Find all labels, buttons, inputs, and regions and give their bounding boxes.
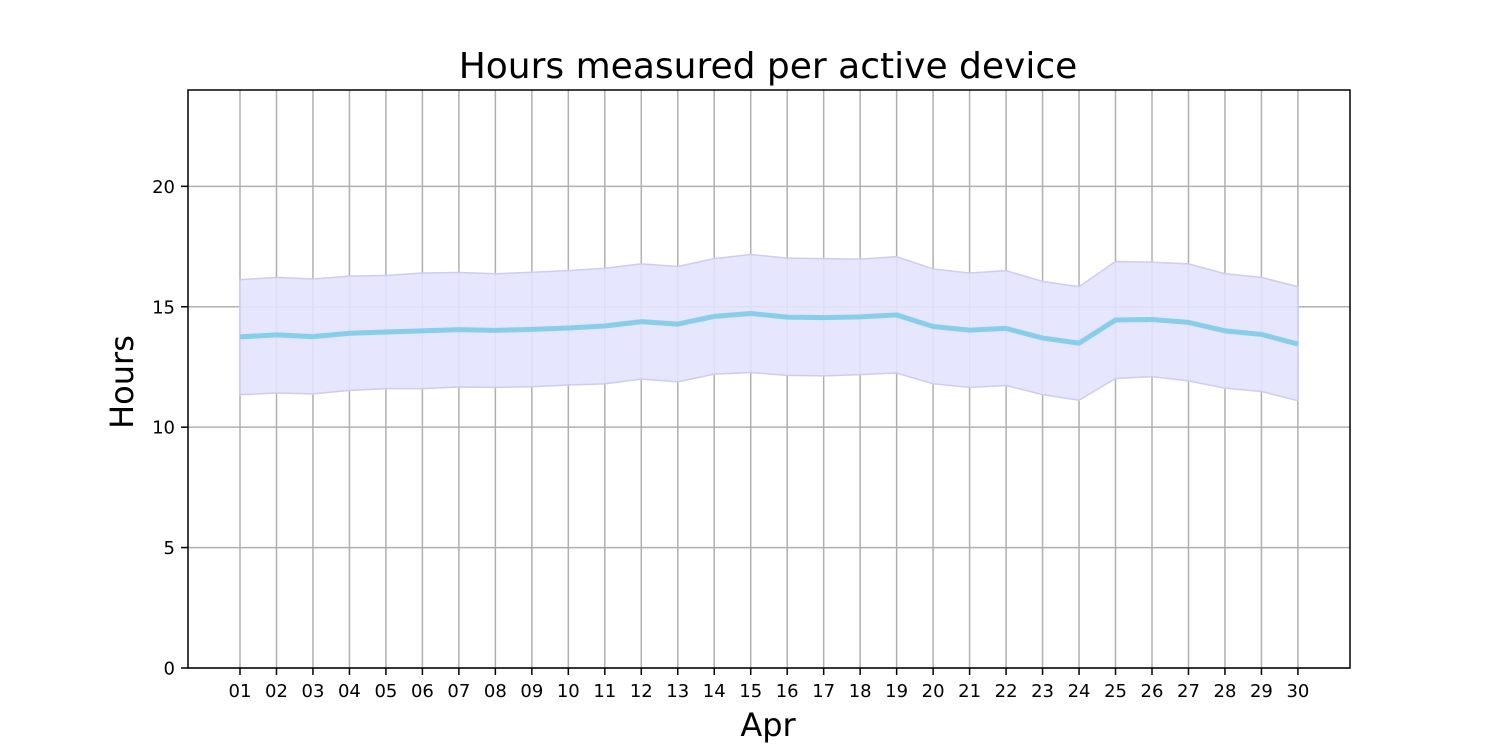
- x-tick-label: 24: [1068, 681, 1091, 702]
- x-tick-label: 15: [739, 681, 762, 702]
- x-tick-label: 28: [1214, 681, 1237, 702]
- x-tick-label: 22: [995, 681, 1018, 702]
- x-tick-label: 20: [922, 681, 945, 702]
- x-tick-label: 17: [812, 681, 835, 702]
- y-tick-label: 5: [164, 538, 175, 559]
- x-tick-label: 07: [447, 681, 470, 702]
- x-tick-label: 06: [411, 681, 434, 702]
- x-axis-label: Apr: [740, 706, 796, 744]
- x-tick-label: 09: [520, 681, 543, 702]
- x-tick-label: 03: [302, 681, 325, 702]
- series-band: [239, 253, 1299, 402]
- chart-title: Hours measured per active device: [459, 46, 1078, 87]
- y-tick-label: 15: [152, 297, 175, 318]
- y-tick-label: 0: [164, 659, 175, 680]
- x-tick-label: 26: [1141, 681, 1164, 702]
- plot-frame: [187, 89, 1351, 669]
- x-tick-label: 01: [229, 681, 252, 702]
- x-tick-label: 18: [849, 681, 872, 702]
- x-axis: 01 02 03 04 05 06 07 08 09 10 11 12 13 14 15 16 17 18 19 20…: [229, 668, 1309, 702]
- x-tick-label: 29: [1250, 681, 1273, 702]
- x-tick-label: 02: [265, 681, 288, 702]
- x-tick-label: 05: [374, 681, 397, 702]
- y-tick-label: 20: [152, 177, 175, 198]
- x-tick-label: 08: [484, 681, 507, 702]
- x-tick-label: 27: [1177, 681, 1200, 702]
- x-tick-label: 23: [1031, 681, 1054, 702]
- x-tick-label: 16: [776, 681, 799, 702]
- x-tick-label: 10: [557, 681, 580, 702]
- x-tick-label: 12: [630, 681, 653, 702]
- y-tick-label: 10: [152, 418, 175, 439]
- x-tick-label: 21: [958, 681, 981, 702]
- x-tick-label: 04: [338, 681, 361, 702]
- x-tick-label: 13: [666, 681, 689, 702]
- y-axis: 0 5 10 15 20: [152, 177, 188, 680]
- x-tick-label: 14: [703, 681, 726, 702]
- x-tick-label: 19: [885, 681, 908, 702]
- x-tick-label: 25: [1104, 681, 1127, 702]
- series-line: [239, 310, 1299, 347]
- x-tick-label: 11: [593, 681, 616, 702]
- y-axis-label: Hours: [103, 335, 141, 429]
- x-tick-label: 30: [1286, 681, 1309, 702]
